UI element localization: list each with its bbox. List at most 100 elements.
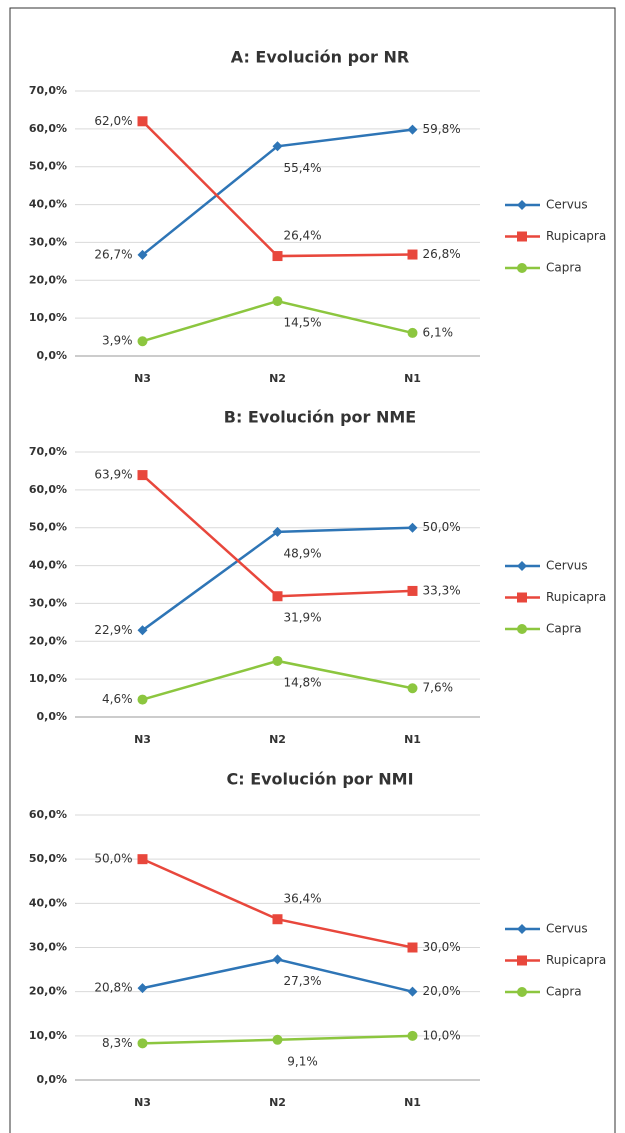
y-tick-label: 10,0% (29, 1029, 67, 1042)
y-tick-label: 50,0% (29, 852, 67, 865)
marker (137, 694, 148, 705)
marker (137, 249, 148, 260)
y-tick-label: 50,0% (29, 160, 67, 173)
marker (272, 141, 283, 152)
y-tick-label: 40,0% (29, 559, 67, 572)
chart-title: C: Evolución por NMI (226, 770, 413, 789)
marker (272, 1034, 283, 1045)
legend-label: Cervus (546, 198, 588, 212)
marker (137, 1038, 148, 1049)
data-label: 20,0% (423, 984, 461, 998)
marker (137, 116, 148, 127)
data-label: 26,8% (423, 247, 461, 261)
x-tick-label: N1 (404, 372, 421, 385)
data-label: 4,6% (102, 692, 133, 706)
marker (272, 914, 283, 925)
marker (272, 526, 283, 537)
y-tick-label: 20,0% (29, 634, 67, 647)
legend-marker (517, 200, 527, 210)
x-tick-label: N2 (269, 1096, 286, 1109)
y-tick-label: 30,0% (29, 235, 67, 248)
y-tick-label: 70,0% (29, 445, 67, 458)
data-label: 20,8% (94, 981, 132, 995)
y-tick-label: 50,0% (29, 521, 67, 534)
marker (137, 854, 148, 865)
y-tick-label: 60,0% (29, 808, 67, 821)
x-tick-label: N3 (134, 372, 151, 385)
y-tick-label: 30,0% (29, 941, 67, 954)
marker (137, 625, 148, 636)
data-label: 3,9% (102, 334, 133, 348)
legend-marker (517, 592, 527, 603)
marker (407, 683, 418, 694)
data-label: 9,1% (287, 1054, 318, 1068)
y-tick-label: 60,0% (29, 483, 67, 496)
frame (9, 7, 616, 1133)
data-label: 31,9% (283, 611, 321, 625)
chart-title: B: Evolución por NME (224, 408, 416, 427)
marker (407, 249, 418, 260)
data-label: 6,1% (423, 325, 454, 339)
x-tick-label: N1 (404, 1096, 421, 1109)
y-tick-label: 70,0% (29, 84, 67, 97)
marker (407, 327, 418, 338)
marker (272, 251, 283, 262)
marker (272, 954, 283, 965)
marker (407, 1030, 418, 1041)
data-label: 48,9% (283, 546, 321, 560)
legend-marker (517, 924, 527, 934)
data-label: 26,7% (94, 247, 132, 261)
marker (407, 942, 418, 953)
y-tick-label: 20,0% (29, 985, 67, 998)
legend-label: Rupicapra (546, 953, 606, 967)
x-tick-label: N3 (134, 733, 151, 746)
data-label: 33,3% (423, 583, 461, 597)
data-label: 14,8% (283, 675, 321, 689)
marker (407, 124, 418, 135)
x-tick-label: N2 (269, 372, 286, 385)
marker (137, 470, 148, 481)
marker (272, 591, 283, 602)
chart-title: A: Evolución por NR (231, 48, 409, 67)
legend-marker (517, 987, 527, 997)
legend-label: Cervus (546, 922, 588, 936)
data-label: 30,0% (423, 940, 461, 954)
data-label: 55,4% (283, 161, 321, 175)
legend-label: Cervus (546, 559, 588, 573)
data-label: 26,4% (283, 229, 321, 243)
data-label: 50,0% (94, 852, 132, 866)
y-tick-label: 30,0% (29, 596, 67, 609)
line (141, 526, 413, 632)
data-label: 7,6% (423, 681, 454, 695)
y-tick-label: 0,0% (36, 710, 67, 723)
legend-marker (517, 561, 527, 571)
marker (407, 522, 418, 533)
legend-marker (517, 263, 527, 273)
legend-label: Rupicapra (546, 590, 606, 604)
data-label: 10,0% (423, 1028, 461, 1042)
data-label: 27,3% (283, 974, 321, 988)
marker (407, 585, 418, 596)
data-label: 8,3% (102, 1036, 133, 1050)
data-label: 59,8% (423, 122, 461, 136)
data-label: 22,9% (94, 623, 132, 637)
data-label: 36,4% (283, 892, 321, 906)
legend-label: Capra (546, 261, 582, 275)
marker (407, 986, 418, 997)
y-tick-label: 20,0% (29, 273, 67, 286)
x-tick-label: N2 (269, 733, 286, 746)
legend-label: Capra (546, 622, 582, 636)
line (142, 299, 413, 343)
marker (272, 655, 283, 666)
data-label: 63,9% (94, 468, 132, 482)
data-label: 50,0% (423, 520, 461, 534)
legend-label: Capra (546, 985, 582, 999)
data-label: 62,0% (94, 114, 132, 128)
y-tick-label: 10,0% (29, 311, 67, 324)
y-tick-label: 60,0% (29, 122, 67, 135)
marker (137, 336, 148, 347)
marker (272, 296, 283, 307)
y-tick-label: 40,0% (29, 896, 67, 909)
y-tick-label: 10,0% (29, 672, 67, 685)
x-tick-label: N3 (134, 1096, 151, 1109)
